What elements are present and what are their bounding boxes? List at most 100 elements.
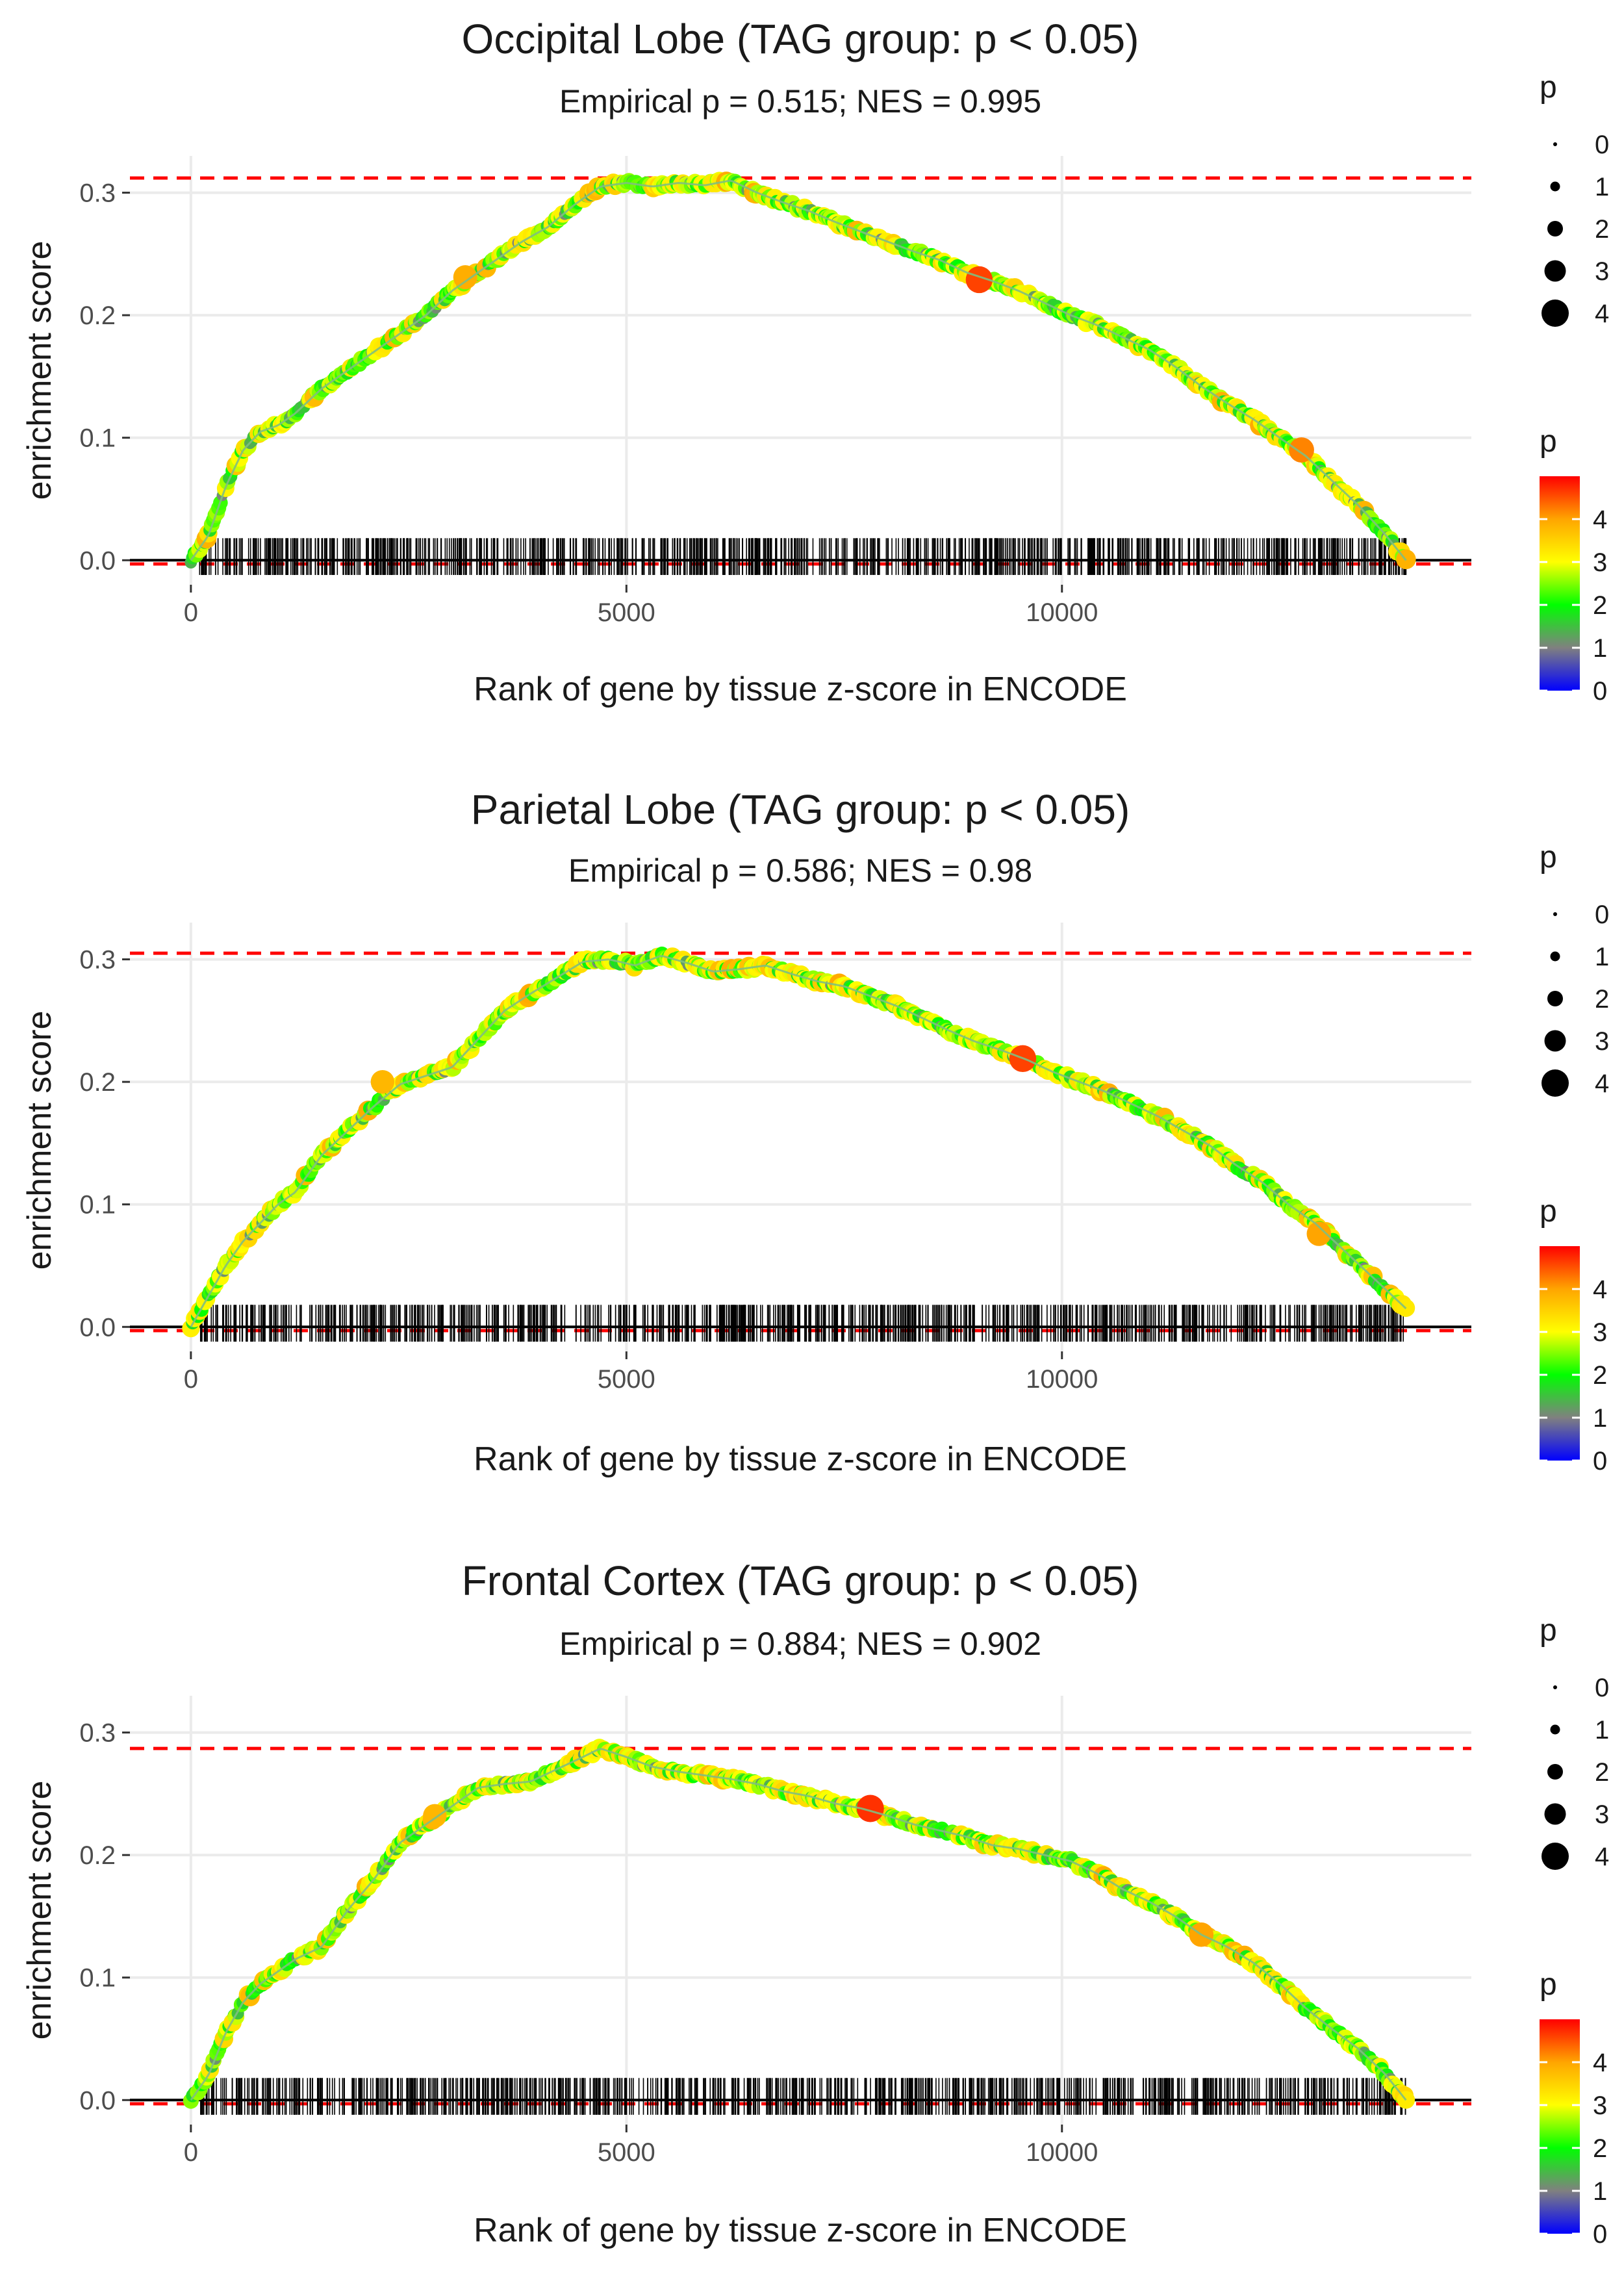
y-tick-label: 0.1: [79, 1191, 116, 1220]
size-legend-label: 4: [1595, 1843, 1609, 1871]
color-legend-label: 0: [1593, 2220, 1607, 2249]
plot-area: 0 5000 10000 0.0 0.1 0.2 0.3: [79, 923, 1471, 1394]
y-axis-title: enrichment score: [21, 241, 58, 500]
panel-frontal: Frontal Cortex (TAG group: p < 0.05) Emp…: [21, 1557, 1471, 2249]
size-legend-label: 2: [1595, 1758, 1609, 1787]
plot-area: 0 5000 10000 0.0 0.1 0.2 0.3: [79, 156, 1471, 627]
color-legend-label: 2: [1593, 591, 1607, 620]
color-legend-label: 2: [1593, 2134, 1607, 2163]
size-legend-label: 3: [1595, 1800, 1609, 1829]
color-legend-title: p: [1540, 424, 1557, 459]
chart-title: Frontal Cortex (TAG group: p < 0.05): [462, 1557, 1139, 1604]
color-legend-label: 2: [1593, 1361, 1607, 1390]
legend-panel-1: p 0 1 2 3 4 p 0 1 2 3 4: [1540, 70, 1609, 706]
x-axis-title: Rank of gene by tissue z-score in ENCODE: [474, 1440, 1127, 1478]
es-point-highlight: [453, 265, 477, 290]
x-tick-label: 10000: [1026, 2138, 1098, 2167]
size-legend-dot: [1542, 1843, 1569, 1870]
y-tick-label: 0.1: [79, 424, 116, 453]
size-legend-label: 0: [1595, 901, 1609, 929]
size-legend-label: 0: [1595, 131, 1609, 159]
size-legend-dot: [1542, 300, 1569, 327]
color-legend-title: p: [1540, 1194, 1557, 1229]
x-tick-label: 5000: [598, 598, 655, 627]
y-tick-label: 0.0: [79, 1313, 116, 1342]
x-tick-label: 0: [184, 2138, 198, 2167]
es-point-highlight: [370, 1069, 395, 1094]
y-tick-label: 0.2: [79, 301, 116, 330]
y-tick-label: 0.3: [79, 946, 116, 975]
size-legend-dot: [1553, 912, 1557, 916]
panel-occipital: Occipital Lobe (TAG group: p < 0.05) Emp…: [21, 16, 1471, 708]
x-axis-title: Rank of gene by tissue z-score in ENCODE: [474, 671, 1127, 708]
color-legend-bar: [1540, 1246, 1580, 1461]
size-legend-dot: [1553, 142, 1557, 146]
es-point-highlight: [1289, 437, 1314, 463]
color-legend-label: 3: [1593, 1318, 1607, 1347]
color-legend-label: 4: [1593, 2049, 1607, 2077]
color-legend-label: 4: [1593, 505, 1607, 534]
size-legend-dot: [1553, 1685, 1557, 1689]
size-legend-label: 1: [1595, 943, 1609, 971]
gene-rug: [199, 538, 1407, 575]
y-tick-label: 0.0: [79, 2086, 116, 2115]
size-legend-title: p: [1540, 1613, 1557, 1648]
chart-subtitle: Empirical p = 0.884; NES = 0.902: [559, 1626, 1041, 1662]
size-legend-label: 2: [1595, 985, 1609, 1014]
color-legend-label: 1: [1593, 634, 1607, 663]
es-points: [182, 946, 1415, 1338]
y-tick-label: 0.3: [79, 1719, 116, 1748]
gene-rug: [199, 1305, 1404, 1342]
color-legend-label: 0: [1593, 677, 1607, 706]
color-legend-label: 1: [1593, 1404, 1607, 1433]
chart-title: Parietal Lobe (TAG group: p < 0.05): [471, 786, 1130, 833]
color-legend-label: 3: [1593, 2091, 1607, 2120]
size-legend-dot: [1544, 260, 1566, 282]
es-point-highlight: [1306, 1221, 1332, 1246]
gene-rug: [200, 2078, 1406, 2115]
y-tick-label: 0.3: [79, 179, 116, 208]
y-tick-label: 0.2: [79, 1068, 116, 1097]
size-legend-label: 4: [1595, 1069, 1609, 1098]
size-legend-dot: [1547, 991, 1563, 1006]
size-legend-dot: [1550, 951, 1560, 962]
size-legend-dot: [1550, 1724, 1560, 1735]
size-legend-dot: [1544, 1030, 1566, 1052]
plot-area: 0 5000 10000 0.0 0.1 0.2 0.3: [79, 1696, 1471, 2167]
color-legend-title: p: [1540, 1967, 1557, 2002]
chart-subtitle: Empirical p = 0.586; NES = 0.98: [568, 852, 1032, 889]
chart-title: Occipital Lobe (TAG group: p < 0.05): [462, 16, 1139, 62]
y-tick-label: 0.1: [79, 1964, 116, 1993]
legend-panel-3: p 0 1 2 3 4 p 0 1 2 3 4: [1540, 1613, 1609, 2249]
panel-parietal: Parietal Lobe (TAG group: p < 0.05) Empi…: [21, 786, 1471, 1478]
y-axis-title: enrichment score: [21, 1781, 58, 2040]
es-curve-line: [190, 955, 1407, 1328]
color-legend-label: 0: [1593, 1447, 1607, 1476]
x-axis-title: Rank of gene by tissue z-score in ENCODE: [474, 2212, 1127, 2249]
es-point-highlight: [965, 266, 993, 294]
size-legend-label: 0: [1595, 1674, 1609, 1702]
size-legend-label: 2: [1595, 215, 1609, 244]
es-curve-line: [190, 179, 1407, 561]
y-axis-title: enrichment score: [21, 1011, 58, 1270]
color-legend-label: 1: [1593, 2177, 1607, 2206]
size-legend-label: 1: [1595, 1716, 1609, 1744]
x-tick-label: 5000: [598, 1365, 655, 1394]
size-legend-label: 4: [1595, 300, 1609, 328]
es-curve-line: [190, 1748, 1407, 2101]
size-legend-title: p: [1540, 70, 1557, 105]
color-legend-bar: [1540, 2019, 1580, 2234]
x-tick-label: 5000: [598, 2138, 655, 2167]
size-legend-dot: [1547, 1764, 1563, 1780]
size-legend-dot: [1550, 181, 1560, 192]
size-legend-dot: [1544, 1803, 1566, 1825]
color-legend-label: 4: [1593, 1275, 1607, 1304]
x-tick-label: 0: [184, 1365, 198, 1394]
es-points: [184, 172, 1416, 570]
color-legend-label: 3: [1593, 548, 1607, 577]
y-tick-label: 0.0: [79, 546, 116, 575]
x-tick-label: 0: [184, 598, 198, 627]
x-tick-label: 10000: [1026, 1365, 1098, 1394]
size-legend-dot: [1547, 221, 1563, 236]
